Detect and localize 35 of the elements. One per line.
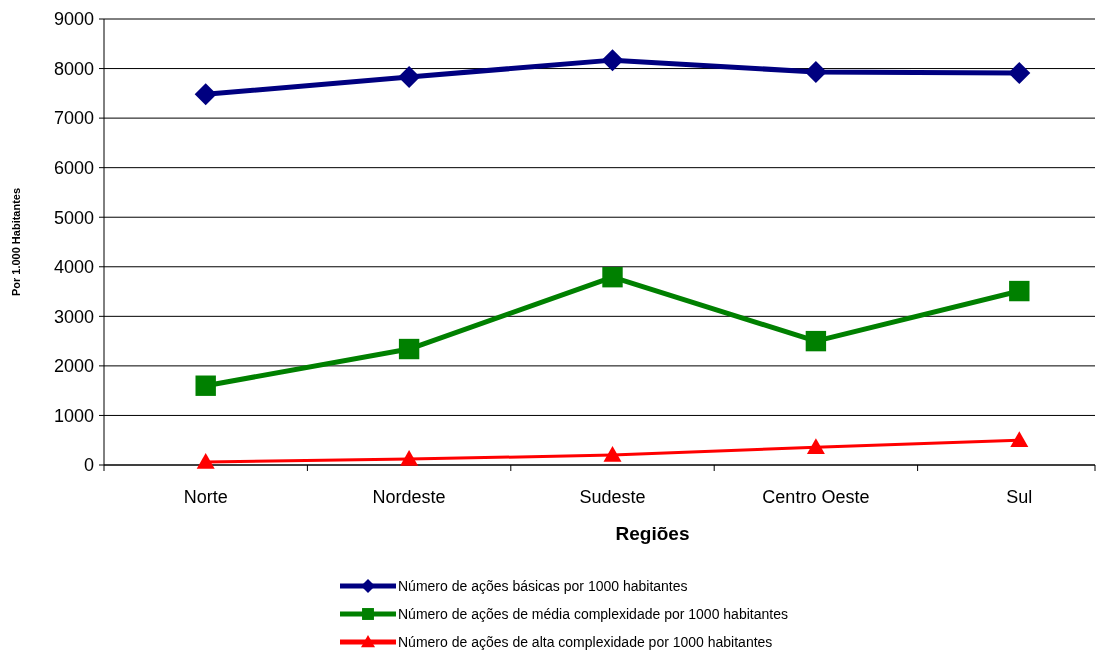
point <box>602 266 623 288</box>
point <box>1010 431 1029 447</box>
point <box>194 83 217 106</box>
x-tick-label: Sudeste <box>579 487 646 507</box>
legend-label: Número de ações básicas por 1000 habitantes <box>398 577 688 594</box>
x-tick-label: Centro Oeste <box>762 487 870 507</box>
point <box>398 338 420 360</box>
x-tick-label: Norte <box>183 487 228 507</box>
y-tick-label: 6000 <box>53 157 94 178</box>
point <box>804 61 827 84</box>
point <box>603 446 622 462</box>
y-tick-label: 1000 <box>53 405 94 426</box>
y-tick-label: 3000 <box>53 306 94 327</box>
legend-label: Número de ações de alta complexidade por 1000 habitantes <box>398 633 773 650</box>
point <box>398 65 421 88</box>
y-tick-label: 9000 <box>53 9 94 30</box>
point <box>601 49 624 72</box>
x-axis-title: Regiões <box>615 523 690 544</box>
point <box>1009 280 1030 302</box>
point <box>196 453 215 469</box>
y-axis-title: Por 1.000 Habitantes <box>10 187 22 297</box>
x-tick-label: Sul <box>1006 487 1033 507</box>
y-tick-label: 7000 <box>53 108 94 129</box>
y-tick-label: 8000 <box>53 58 94 79</box>
legend-label: Número de ações de média complexidade por 1000 habitantes <box>398 605 788 622</box>
point <box>195 375 216 396</box>
point <box>806 438 825 454</box>
y-tick-label: 2000 <box>53 356 94 377</box>
point <box>400 450 419 466</box>
y-tick-label: 5000 <box>53 207 94 228</box>
point <box>1008 62 1031 85</box>
y-tick-label: 4000 <box>53 257 94 278</box>
x-tick-label: Nordeste <box>372 487 446 507</box>
point <box>805 330 827 352</box>
y-tick-label: 0 <box>83 455 94 476</box>
